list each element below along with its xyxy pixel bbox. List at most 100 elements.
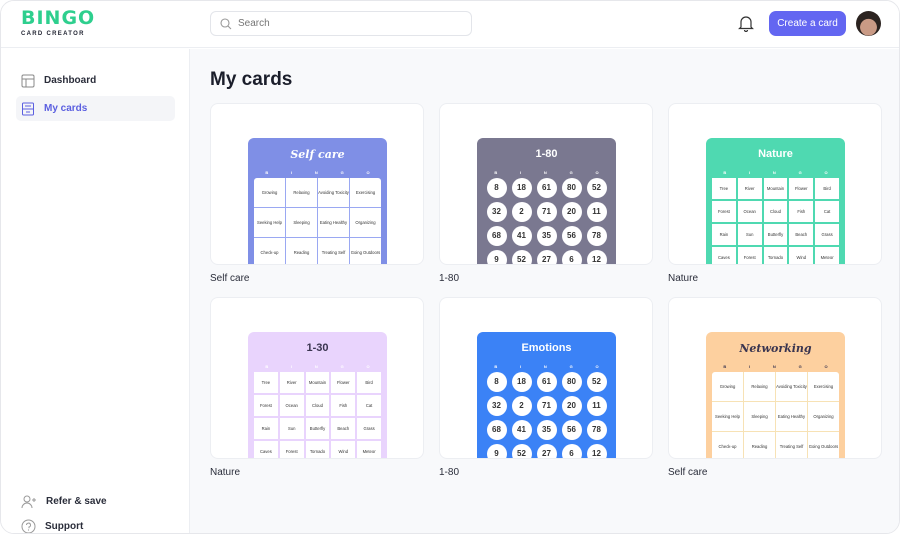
sidebar-item-support[interactable]: Support xyxy=(16,514,175,533)
logo-text: BINGO xyxy=(21,7,96,29)
bingo-cell: 6 xyxy=(561,444,582,458)
bingo-cell: 61 xyxy=(536,372,557,392)
bingo-cell: 56 xyxy=(561,226,582,246)
card-tile[interactable]: Networking B I N G O Growing Relaxing Avoiding T… xyxy=(668,297,882,459)
bingo-cell: 68 xyxy=(486,420,507,440)
bingo-cell: 8 xyxy=(486,178,507,198)
bingo-cell: River xyxy=(737,178,762,199)
bingo-letter: O xyxy=(366,364,370,369)
bingo-cell: 68 xyxy=(486,226,507,246)
bingo-letter: N xyxy=(543,170,547,175)
card-label[interactable]: Nature xyxy=(668,273,699,284)
bingo-cell: 2 xyxy=(511,396,532,416)
sidebar-item-label: Support xyxy=(45,521,84,532)
bingo-cell: Reading xyxy=(286,238,317,264)
search-box[interactable] xyxy=(210,11,472,36)
bingo-cell: 52 xyxy=(586,372,607,392)
bingo-card-preview: Self care B I N G O Growing Relaxing Avoiding To… xyxy=(248,138,387,264)
avatar[interactable] xyxy=(856,11,881,36)
bingo-letter: G xyxy=(569,170,573,175)
card-preview-title: Nature xyxy=(758,148,793,160)
bingo-cell: Sun xyxy=(737,224,762,245)
bingo-letter: O xyxy=(824,170,828,175)
bingo-cell: 78 xyxy=(586,420,607,440)
bingo-cell: Going Outdoors xyxy=(808,432,839,458)
page-title: My cards xyxy=(210,69,293,90)
bingo-cell: Butterfly xyxy=(305,418,330,439)
bingo-cell: 78 xyxy=(586,226,607,246)
bingo-letter: I xyxy=(749,170,751,175)
bingo-cell: 32 xyxy=(486,202,507,222)
card-preview-title: Self care xyxy=(290,148,345,161)
bingo-cell: 80 xyxy=(561,178,582,198)
bingo-cell: Cat xyxy=(357,395,381,416)
bingo-cell: Avoiding Toxicity xyxy=(318,178,349,207)
bingo-letter: N xyxy=(314,170,318,175)
sidebar-item-dashboard[interactable]: Dashboard xyxy=(16,68,175,93)
bingo-letter: B xyxy=(494,364,498,369)
bingo-cell: 56 xyxy=(561,420,582,440)
bingo-letter: G xyxy=(798,364,802,369)
bingo-letter: O xyxy=(595,364,599,369)
bingo-cell: 20 xyxy=(561,202,582,222)
bingo-cell: 71 xyxy=(536,202,557,222)
search-input[interactable] xyxy=(238,18,458,29)
bingo-cell: 18 xyxy=(511,372,532,392)
logo[interactable]: BINGO CARD CREATOR xyxy=(21,7,95,37)
sidebar-item-my-cards[interactable]: My cards xyxy=(16,96,175,121)
bingo-card-preview: 1-30 B I N G O Tree River Mountain Flower Bird Fore… xyxy=(248,332,387,458)
bingo-letter: B xyxy=(494,170,498,175)
bingo-cell: Bird xyxy=(357,372,381,393)
bingo-letter: I xyxy=(520,170,522,175)
bingo-cell: 8 xyxy=(486,372,507,392)
bingo-grid: 8 18 61 80 52 32 2 71 20 11 68 41 35 56 78 9 52 27 6 12 xyxy=(483,372,610,458)
bingo-cell: 52 xyxy=(511,444,532,458)
card-label[interactable]: 1-80 xyxy=(439,273,460,284)
bingo-cell: Exercising xyxy=(350,178,381,207)
card-tile[interactable]: Nature B I N G O Tree River Mountain Flower Bird Fo… xyxy=(668,103,882,265)
bingo-letter: N xyxy=(772,170,776,175)
bingo-cell: Meteor xyxy=(815,247,839,264)
bingo-cell: 35 xyxy=(536,420,557,440)
card-label[interactable]: Self care xyxy=(668,467,708,478)
card-tile[interactable]: 1-80 B I N G O 8 18 61 80 52 32 2 71 20 11 68 41 35 56 78 9 52… xyxy=(439,103,653,265)
bingo-cell: Cat xyxy=(815,201,839,222)
bell-icon[interactable] xyxy=(738,15,754,32)
bingo-cell: Relaxing xyxy=(744,372,775,401)
bingo-cell: Exercising xyxy=(808,372,839,401)
card-preview-title: 1-80 xyxy=(535,148,558,160)
sidebar-item-refer[interactable]: Refer & save xyxy=(16,489,175,514)
bingo-cell: 27 xyxy=(536,250,557,264)
bingo-cell: Tornado xyxy=(763,247,788,264)
bingo-cell: Fish xyxy=(789,201,814,222)
card-preview-title: Emotions xyxy=(521,342,572,354)
bingo-cell: Growing xyxy=(254,178,285,207)
bingo-cell: Treating Self xyxy=(318,238,349,264)
bingo-cell: Beach xyxy=(789,224,814,245)
card-tile[interactable]: Self care B I N G O Growing Relaxing Avoiding To… xyxy=(210,103,424,265)
bingo-letter: B xyxy=(265,170,269,175)
bingo-cell: 12 xyxy=(586,444,607,458)
bingo-cell: Seeking Help xyxy=(712,402,743,431)
card-tile[interactable]: 1-30 B I N G O Tree River Mountain Flower Bird Fore… xyxy=(210,297,424,459)
create-card-button[interactable]: Create a card xyxy=(769,11,846,36)
bingo-cell: 52 xyxy=(586,178,607,198)
card-tile[interactable]: Emotions B I N G O 8 18 61 80 52 32 2 71 20 11 68 41 35 56 7… xyxy=(439,297,653,459)
card-label[interactable]: Nature xyxy=(210,467,241,478)
bingo-letter: B xyxy=(723,364,727,369)
bingo-cell: 12 xyxy=(586,250,607,264)
bingo-letter: O xyxy=(824,364,828,369)
card-label[interactable]: Self care xyxy=(210,273,250,284)
bingo-cell: 41 xyxy=(511,420,532,440)
bingo-letter: G xyxy=(340,170,344,175)
archive-icon xyxy=(22,102,34,115)
layout-icon xyxy=(21,74,35,87)
bingo-cell: Going Outdoors xyxy=(350,238,381,264)
bingo-cell: 52 xyxy=(511,250,532,264)
bingo-cell: Check-up xyxy=(254,238,285,264)
bingo-cell: Beach xyxy=(331,418,356,439)
card-label[interactable]: 1-80 xyxy=(439,467,460,478)
